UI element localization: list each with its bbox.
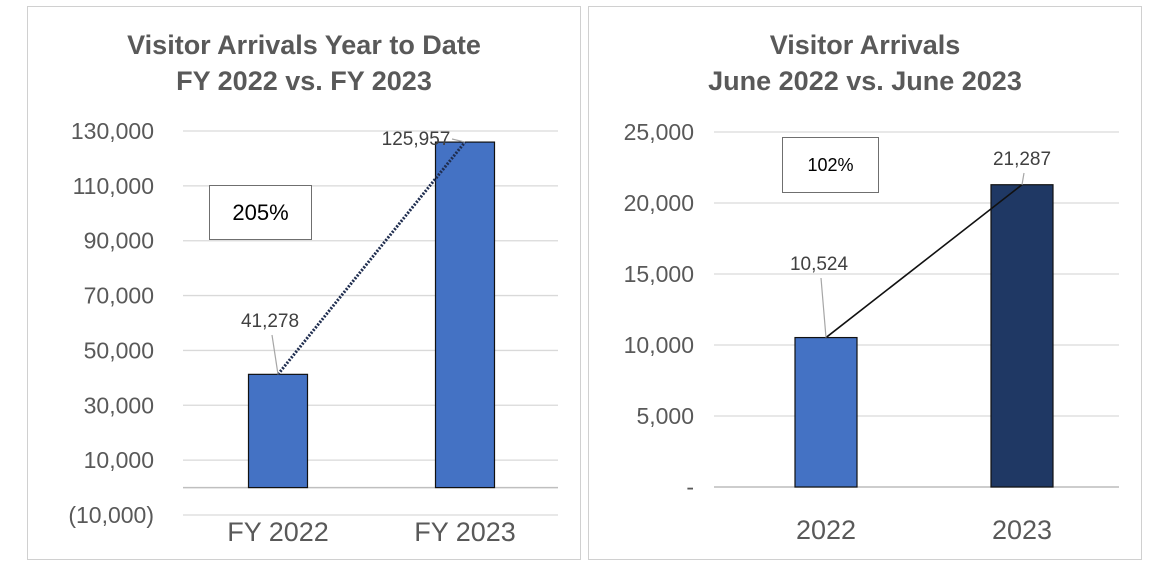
left-leader-line	[271, 334, 279, 375]
right-chart-panel: Visitor Arrivals June 2022 vs. June 2023…	[588, 6, 1142, 560]
left-y-tick-label: 90,000	[84, 228, 154, 254]
right-chart-title: Visitor Arrivals June 2022 vs. June 2023	[589, 27, 1141, 99]
left-chart-plot: (10,000) 10,000 30,000 50,000 70,000 90,000 11…	[68, 118, 558, 547]
left-y-tick-label: 70,000	[84, 283, 154, 309]
right-data-label: 21,287	[993, 149, 1051, 170]
left-change-annotation: 205%	[209, 185, 312, 240]
right-y-tick-label: 10,000	[624, 332, 694, 358]
left-data-label: 125,957	[382, 129, 451, 150]
left-chart-title: Visitor Arrivals Year to Date FY 2022 vs…	[28, 27, 580, 99]
left-category-label: FY 2023	[414, 517, 516, 547]
left-data-label: 41,278	[241, 311, 299, 332]
left-chart-title-line1: Visitor Arrivals Year to Date	[127, 30, 481, 60]
right-change-annotation: 102%	[782, 137, 879, 193]
left-y-tick-label: 130,000	[71, 118, 154, 144]
right-chart-plot: - 5,000 10,000 15,000 20,000 25,000 10,524 21,2…	[624, 119, 1119, 545]
left-y-tick-label: (10,000)	[68, 502, 154, 528]
right-leader-line	[1021, 172, 1025, 185]
right-leader-line	[820, 277, 827, 338]
left-bar	[247, 373, 309, 489]
right-bar	[794, 336, 858, 488]
left-leader-line	[451, 138, 466, 143]
right-category-label: 2022	[796, 515, 856, 545]
left-y-tick-label: 110,000	[73, 173, 154, 199]
right-y-tick-label: -	[686, 474, 694, 500]
left-y-tick-label: 50,000	[84, 337, 154, 363]
left-trend-line	[276, 141, 467, 376]
right-category-label: 2023	[992, 515, 1052, 545]
left-y-tick-label: 30,000	[84, 392, 154, 418]
right-y-tick-label: 15,000	[624, 261, 694, 287]
left-bar	[434, 141, 496, 489]
right-bar	[990, 184, 1054, 488]
left-y-tick-label: 10,000	[84, 447, 154, 473]
right-y-tick-label: 25,000	[624, 119, 694, 145]
right-chart-title-line1: Visitor Arrivals	[769, 30, 961, 60]
right-trend-line	[825, 184, 1023, 339]
left-category-label: FY 2022	[227, 517, 329, 547]
right-chart-title-line2: June 2022 vs. June 2023	[708, 66, 1022, 96]
right-data-label: 10,524	[790, 254, 849, 275]
left-chart-title-line2: FY 2022 vs. FY 2023	[176, 66, 432, 96]
right-y-tick-label: 5,000	[636, 403, 694, 429]
right-y-tick-label: 20,000	[624, 190, 694, 216]
left-chart-panel: Visitor Arrivals Year to Date FY 2022 vs…	[27, 6, 581, 560]
